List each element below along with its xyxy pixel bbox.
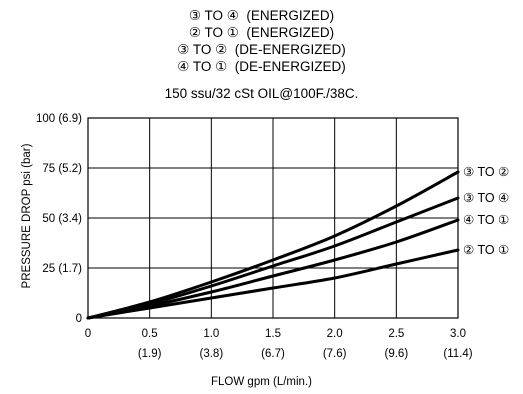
y-tick-label: 0 <box>76 313 82 325</box>
y-tick-label: 75 (5.2) <box>42 163 82 175</box>
y-tick-label: 100 (6.9) <box>36 113 82 125</box>
x-tick-sublabel: (7.6) <box>323 348 347 360</box>
x-tick-label: 3.0 <box>450 328 466 340</box>
x-tick-label: 0 <box>85 328 91 340</box>
x-tick-sublabel: (1.9) <box>138 348 162 360</box>
y-tick-label: 50 (3.4) <box>42 213 82 225</box>
chart-title-line-4: ④ TO ① (DE-ENERGIZED) <box>177 59 346 74</box>
series-label: ④ TO ① <box>463 213 509 227</box>
y-tick-label: 25 (1.7) <box>42 263 82 275</box>
x-tick-label: 2.5 <box>388 328 404 340</box>
chart-subtitle: 150 ssu/32 cSt OIL@100F./38C. <box>164 86 359 101</box>
series-line <box>86 218 460 320</box>
series-labels: ③ TO ② ③ TO ④ ④ TO ① ② TO ① <box>463 165 509 257</box>
series-line <box>86 170 460 320</box>
y-axis-label: PRESSURE DROP psi (bar) <box>21 143 33 289</box>
chart-title-line-3: ③ TO ② (DE-ENERGIZED) <box>177 42 346 57</box>
grid-lines <box>87 117 459 319</box>
x-tick-label: 1.5 <box>265 328 281 340</box>
x-tick-sublabel: (11.4) <box>443 348 472 360</box>
x-tick-label: 0.5 <box>142 328 158 340</box>
x-tick-sublabel: (3.8) <box>200 348 224 360</box>
chart-title-line-2: ② TO ① (ENERGIZED) <box>188 25 335 40</box>
chart-title-line-1: ③ TO ④ (ENERGIZED) <box>188 8 335 23</box>
series-label: ③ TO ② <box>463 165 509 179</box>
tick-labels: 0 0.5 (1.9) 1.0 (3.8) 1.5 (6.7) 2.0 (7.6) 2.5 (9.6… <box>36 113 473 360</box>
x-tick-sublabel: (6.7) <box>261 348 285 360</box>
x-axis-label: FLOW gpm (L/min.) <box>211 376 312 388</box>
series-lines <box>86 170 460 320</box>
series-line <box>86 196 460 320</box>
plot-frame <box>87 117 459 319</box>
series-label: ② TO ① <box>463 243 509 257</box>
x-tick-label: 1.0 <box>203 328 219 340</box>
series-line <box>86 248 460 320</box>
x-tick-label: 2.0 <box>327 328 343 340</box>
x-tick-sublabel: (9.6) <box>385 348 409 360</box>
series-label: ③ TO ④ <box>463 191 509 205</box>
